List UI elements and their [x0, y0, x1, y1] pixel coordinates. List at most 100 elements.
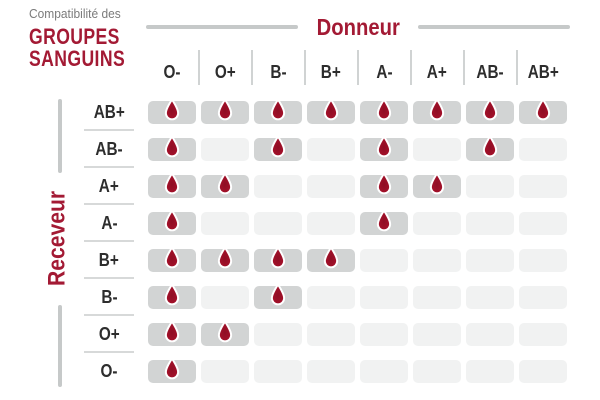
donor-axis-label: Donneur	[316, 14, 400, 40]
receiver-axis-label: Receveur	[43, 190, 71, 287]
cell-O+-from-B--empty	[254, 323, 302, 346]
blood-drop-icon	[323, 246, 339, 269]
cell-O--from-A+-empty	[413, 360, 461, 383]
row-label-divider	[84, 314, 134, 316]
cell-O+-from-A+-empty	[413, 323, 461, 346]
cell-AB+-from-AB--compatible	[466, 98, 514, 124]
row-label-divider	[84, 240, 134, 242]
row-label-A+: A+	[98, 176, 119, 196]
cell-A+-from-O+-compatible	[201, 172, 249, 198]
cell-A--from-O+-empty	[201, 212, 249, 235]
cell-AB+-from-A--compatible	[360, 98, 408, 124]
blood-drop-icon	[164, 98, 180, 121]
cell-B--from-AB+-empty	[519, 286, 567, 309]
column-header-divider	[515, 50, 518, 85]
cell-B+-from-O+-compatible	[201, 246, 249, 272]
cell-O+-from-O+-compatible	[201, 320, 249, 346]
row-label-B-: B-	[100, 287, 118, 307]
row-label-B+: B+	[98, 250, 119, 270]
cell-A--from-B+-empty	[307, 212, 355, 235]
cell-B--from-O+-empty	[201, 286, 249, 309]
row-label-A-: A-	[100, 213, 118, 233]
column-header-A+: A+	[426, 62, 447, 82]
row-label-divider	[84, 166, 134, 168]
cell-AB--from-A+-empty	[413, 138, 461, 161]
cell-A+-from-AB+-empty	[519, 175, 567, 198]
cell-B+-from-A+-empty	[413, 249, 461, 272]
column-header-B-: B-	[269, 62, 287, 82]
blood-drop-icon	[376, 209, 392, 232]
cell-AB+-from-AB+-compatible	[519, 98, 567, 124]
cell-B+-from-AB--empty	[466, 249, 514, 272]
blood-drop-icon	[164, 209, 180, 232]
cell-O+-from-A--empty	[360, 323, 408, 346]
cell-A--from-A--compatible	[360, 209, 408, 235]
blood-drop-icon	[164, 283, 180, 306]
cell-B+-from-A--empty	[360, 249, 408, 272]
cell-O--from-O--compatible	[148, 357, 196, 383]
blood-drop-icon	[429, 172, 445, 195]
blood-drop-icon	[164, 357, 180, 380]
receiver-axis-line-top	[58, 99, 62, 173]
cell-AB--from-AB+-empty	[519, 138, 567, 161]
cell-A--from-AB+-empty	[519, 212, 567, 235]
cell-A--from-B--empty	[254, 212, 302, 235]
column-header-divider	[303, 50, 306, 85]
blood-drop-icon	[217, 246, 233, 269]
blood-drop-icon	[217, 320, 233, 343]
chart-title-line2: SANGUINS	[29, 46, 126, 71]
cell-O+-from-AB+-empty	[519, 323, 567, 346]
row-label-divider	[84, 203, 134, 205]
cell-O--from-B--empty	[254, 360, 302, 383]
cell-O+-from-AB--empty	[466, 323, 514, 346]
cell-B--from-AB--empty	[466, 286, 514, 309]
blood-drop-icon	[376, 135, 392, 158]
column-header-O-: O-	[163, 62, 181, 82]
blood-drop-icon	[164, 172, 180, 195]
column-header-divider	[462, 50, 465, 85]
blood-drop-icon	[217, 98, 233, 121]
cell-AB+-from-A+-compatible	[413, 98, 461, 124]
row-label-divider	[84, 129, 134, 131]
cell-O+-from-O--compatible	[148, 320, 196, 346]
cell-B--from-B+-empty	[307, 286, 355, 309]
cell-A+-from-O--compatible	[148, 172, 196, 198]
blood-drop-icon	[270, 98, 286, 121]
cell-AB--from-B+-empty	[307, 138, 355, 161]
blood-drop-icon	[376, 172, 392, 195]
cell-O+-from-B+-empty	[307, 323, 355, 346]
donor-axis-header: Donneur	[146, 15, 570, 39]
cell-B--from-B--compatible	[254, 283, 302, 309]
cell-AB--from-B--compatible	[254, 135, 302, 161]
cell-B+-from-O--compatible	[148, 246, 196, 272]
row-label-O+: O+	[98, 324, 120, 344]
cell-B+-from-B+-compatible	[307, 246, 355, 272]
cell-O--from-B+-empty	[307, 360, 355, 383]
column-header-AB+: AB+	[527, 62, 559, 82]
cell-A--from-AB--empty	[466, 212, 514, 235]
blood-drop-icon	[270, 135, 286, 158]
chart-title-line1: GROUPES	[29, 24, 120, 49]
cell-A--from-O--compatible	[148, 209, 196, 235]
cell-AB--from-AB--compatible	[466, 135, 514, 161]
row-label-AB-: AB-	[95, 139, 123, 159]
cell-B--from-A+-empty	[413, 286, 461, 309]
cell-A+-from-A--compatible	[360, 172, 408, 198]
column-header-divider	[250, 50, 253, 85]
row-label-AB+: AB+	[93, 102, 125, 122]
cell-O--from-AB--empty	[466, 360, 514, 383]
cell-O--from-A--empty	[360, 360, 408, 383]
blood-drop-icon	[164, 320, 180, 343]
compatibility-grid	[148, 98, 567, 383]
cell-AB--from-A--compatible	[360, 135, 408, 161]
blood-drop-icon	[270, 283, 286, 306]
blood-drop-icon	[270, 246, 286, 269]
donor-header-line-right	[418, 25, 570, 29]
cell-A+-from-A+-compatible	[413, 172, 461, 198]
receiver-axis-line-bottom	[58, 305, 62, 387]
cell-B--from-O--compatible	[148, 283, 196, 309]
column-header-divider	[197, 50, 200, 85]
blood-drop-icon	[482, 98, 498, 121]
blood-drop-icon	[217, 172, 233, 195]
